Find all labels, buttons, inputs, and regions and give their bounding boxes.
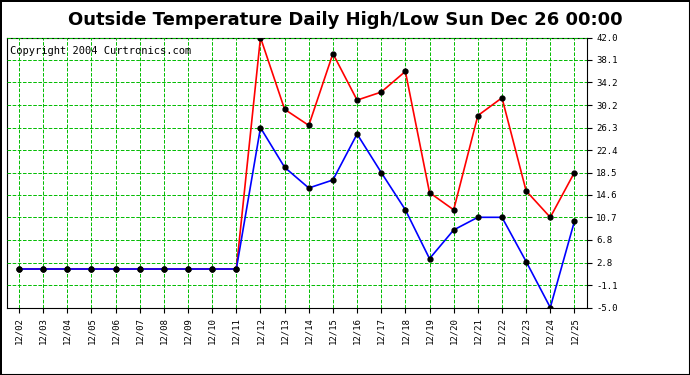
Text: Outside Temperature Daily High/Low Sun Dec 26 00:00: Outside Temperature Daily High/Low Sun D… <box>68 11 622 29</box>
Text: Copyright 2004 Curtronics.com: Copyright 2004 Curtronics.com <box>10 46 191 56</box>
